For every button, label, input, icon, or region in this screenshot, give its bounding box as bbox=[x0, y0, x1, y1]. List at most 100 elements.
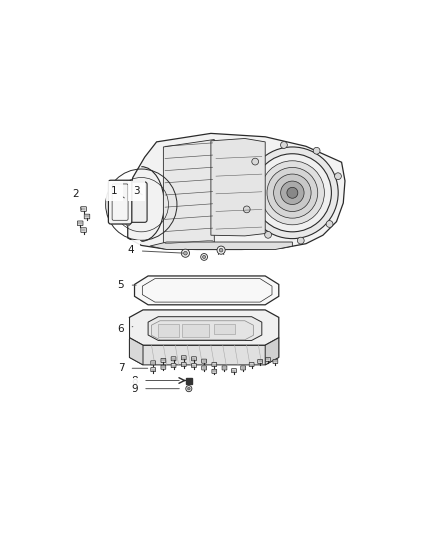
Point bbox=[210, 152, 215, 158]
FancyBboxPatch shape bbox=[265, 358, 270, 361]
Text: 9: 9 bbox=[131, 384, 179, 394]
Circle shape bbox=[260, 161, 325, 225]
Circle shape bbox=[203, 255, 205, 259]
Text: 6: 6 bbox=[118, 324, 133, 334]
Polygon shape bbox=[130, 338, 279, 365]
Point bbox=[210, 225, 215, 231]
FancyBboxPatch shape bbox=[258, 359, 262, 364]
Polygon shape bbox=[130, 310, 279, 345]
Text: 4: 4 bbox=[128, 246, 183, 255]
FancyBboxPatch shape bbox=[202, 366, 206, 370]
Point bbox=[210, 200, 215, 207]
Polygon shape bbox=[265, 338, 279, 365]
Polygon shape bbox=[142, 279, 272, 302]
Polygon shape bbox=[211, 139, 265, 236]
Polygon shape bbox=[150, 242, 293, 249]
FancyBboxPatch shape bbox=[122, 182, 147, 222]
Point bbox=[210, 176, 215, 183]
Point bbox=[210, 188, 215, 195]
FancyBboxPatch shape bbox=[191, 364, 196, 368]
Point bbox=[162, 155, 168, 161]
Circle shape bbox=[265, 231, 272, 238]
Line: 2 pts: 2 pts bbox=[165, 143, 212, 146]
Circle shape bbox=[335, 173, 341, 180]
FancyBboxPatch shape bbox=[81, 228, 86, 232]
Circle shape bbox=[287, 187, 298, 198]
Circle shape bbox=[247, 147, 338, 239]
Line: 2 pts: 2 pts bbox=[165, 180, 212, 183]
Line: 2 pts: 2 pts bbox=[165, 240, 212, 244]
FancyBboxPatch shape bbox=[161, 358, 166, 362]
Circle shape bbox=[126, 221, 131, 225]
Bar bbox=[214, 324, 235, 334]
Line: 2 pts: 2 pts bbox=[165, 228, 212, 231]
Line: 2 pts: 2 pts bbox=[165, 191, 212, 195]
Point bbox=[162, 167, 168, 174]
FancyBboxPatch shape bbox=[222, 366, 227, 370]
Circle shape bbox=[126, 180, 131, 185]
Polygon shape bbox=[152, 321, 253, 340]
Polygon shape bbox=[130, 338, 143, 365]
Point bbox=[210, 237, 215, 244]
FancyBboxPatch shape bbox=[212, 369, 217, 373]
FancyBboxPatch shape bbox=[241, 366, 246, 370]
Polygon shape bbox=[163, 140, 214, 247]
Polygon shape bbox=[134, 276, 279, 305]
FancyBboxPatch shape bbox=[212, 362, 217, 367]
Point bbox=[210, 213, 215, 219]
FancyBboxPatch shape bbox=[181, 362, 186, 367]
FancyBboxPatch shape bbox=[171, 364, 176, 368]
Bar bbox=[182, 324, 209, 337]
FancyBboxPatch shape bbox=[273, 359, 278, 364]
FancyBboxPatch shape bbox=[84, 214, 90, 219]
Circle shape bbox=[186, 385, 192, 392]
Line: 2 pts: 2 pts bbox=[165, 204, 212, 207]
FancyBboxPatch shape bbox=[171, 357, 176, 361]
Text: 2: 2 bbox=[72, 190, 81, 209]
Circle shape bbox=[267, 167, 318, 218]
FancyBboxPatch shape bbox=[81, 207, 86, 212]
Point bbox=[162, 240, 168, 247]
FancyBboxPatch shape bbox=[181, 356, 186, 360]
Point bbox=[162, 204, 168, 211]
Point bbox=[162, 228, 168, 235]
Circle shape bbox=[201, 254, 208, 260]
Circle shape bbox=[253, 154, 332, 232]
Circle shape bbox=[281, 142, 287, 148]
Circle shape bbox=[313, 147, 320, 154]
FancyBboxPatch shape bbox=[191, 357, 196, 361]
Point bbox=[162, 192, 168, 198]
Circle shape bbox=[217, 246, 225, 254]
Text: 5: 5 bbox=[118, 280, 136, 290]
Circle shape bbox=[297, 237, 304, 244]
Circle shape bbox=[326, 221, 333, 228]
Line: 2 pts: 2 pts bbox=[165, 167, 212, 171]
Point bbox=[210, 140, 215, 146]
FancyBboxPatch shape bbox=[78, 221, 83, 225]
Text: 8: 8 bbox=[131, 376, 179, 385]
Circle shape bbox=[252, 158, 258, 165]
Point bbox=[162, 143, 168, 149]
FancyBboxPatch shape bbox=[232, 369, 237, 373]
Polygon shape bbox=[128, 133, 345, 249]
Point bbox=[162, 180, 168, 186]
FancyBboxPatch shape bbox=[151, 361, 155, 365]
Point bbox=[162, 216, 168, 223]
FancyBboxPatch shape bbox=[202, 359, 206, 363]
Bar bbox=[158, 324, 179, 337]
Polygon shape bbox=[148, 317, 262, 341]
Circle shape bbox=[181, 249, 190, 257]
FancyBboxPatch shape bbox=[249, 362, 254, 367]
Circle shape bbox=[126, 192, 131, 197]
FancyBboxPatch shape bbox=[161, 365, 166, 369]
Circle shape bbox=[281, 181, 304, 205]
Point bbox=[210, 164, 215, 171]
Text: 3: 3 bbox=[133, 186, 142, 196]
Line: 2 pts: 2 pts bbox=[165, 216, 212, 220]
FancyBboxPatch shape bbox=[151, 368, 155, 372]
Line: 2 pts: 2 pts bbox=[165, 155, 212, 158]
Circle shape bbox=[126, 213, 131, 217]
FancyBboxPatch shape bbox=[108, 180, 132, 224]
Circle shape bbox=[244, 206, 250, 213]
Text: 1: 1 bbox=[111, 186, 124, 198]
